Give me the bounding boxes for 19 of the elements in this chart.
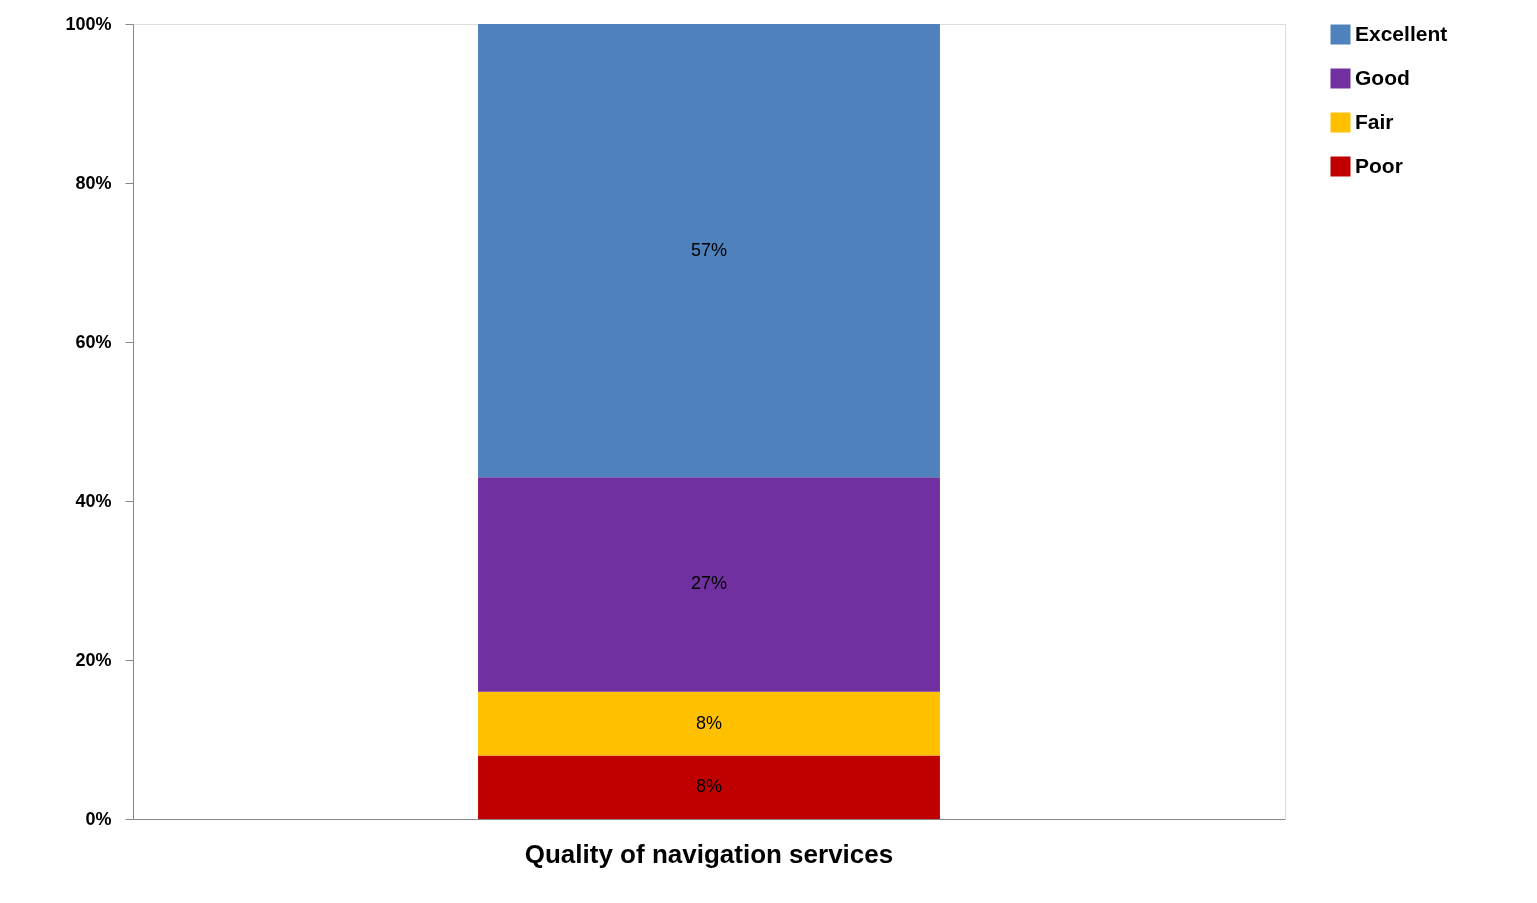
- legend-label: Fair: [1355, 109, 1394, 133]
- data-label: 27%: [690, 573, 728, 594]
- y-tick-label: 20%: [75, 649, 112, 670]
- bar: [478, 477, 940, 692]
- y-tick-label: 100%: [65, 13, 112, 34]
- y-tick-label: 0%: [85, 808, 112, 829]
- legend-label: Poor: [1355, 153, 1403, 177]
- data-label: 8%: [695, 776, 723, 797]
- bar: [478, 691, 940, 756]
- bar: [478, 755, 940, 819]
- bar: [478, 24, 940, 478]
- legend-label: Excellent: [1355, 21, 1448, 45]
- y-tick-label: 80%: [75, 172, 112, 193]
- x-tick-label: Quality of navigation services: [524, 838, 894, 869]
- y-tick-label: 60%: [75, 331, 112, 352]
- y-tick-label: 40%: [75, 490, 112, 511]
- legend-label: Good: [1355, 65, 1410, 89]
- data-label: 8%: [695, 712, 723, 733]
- data-label: 57%: [690, 239, 728, 260]
